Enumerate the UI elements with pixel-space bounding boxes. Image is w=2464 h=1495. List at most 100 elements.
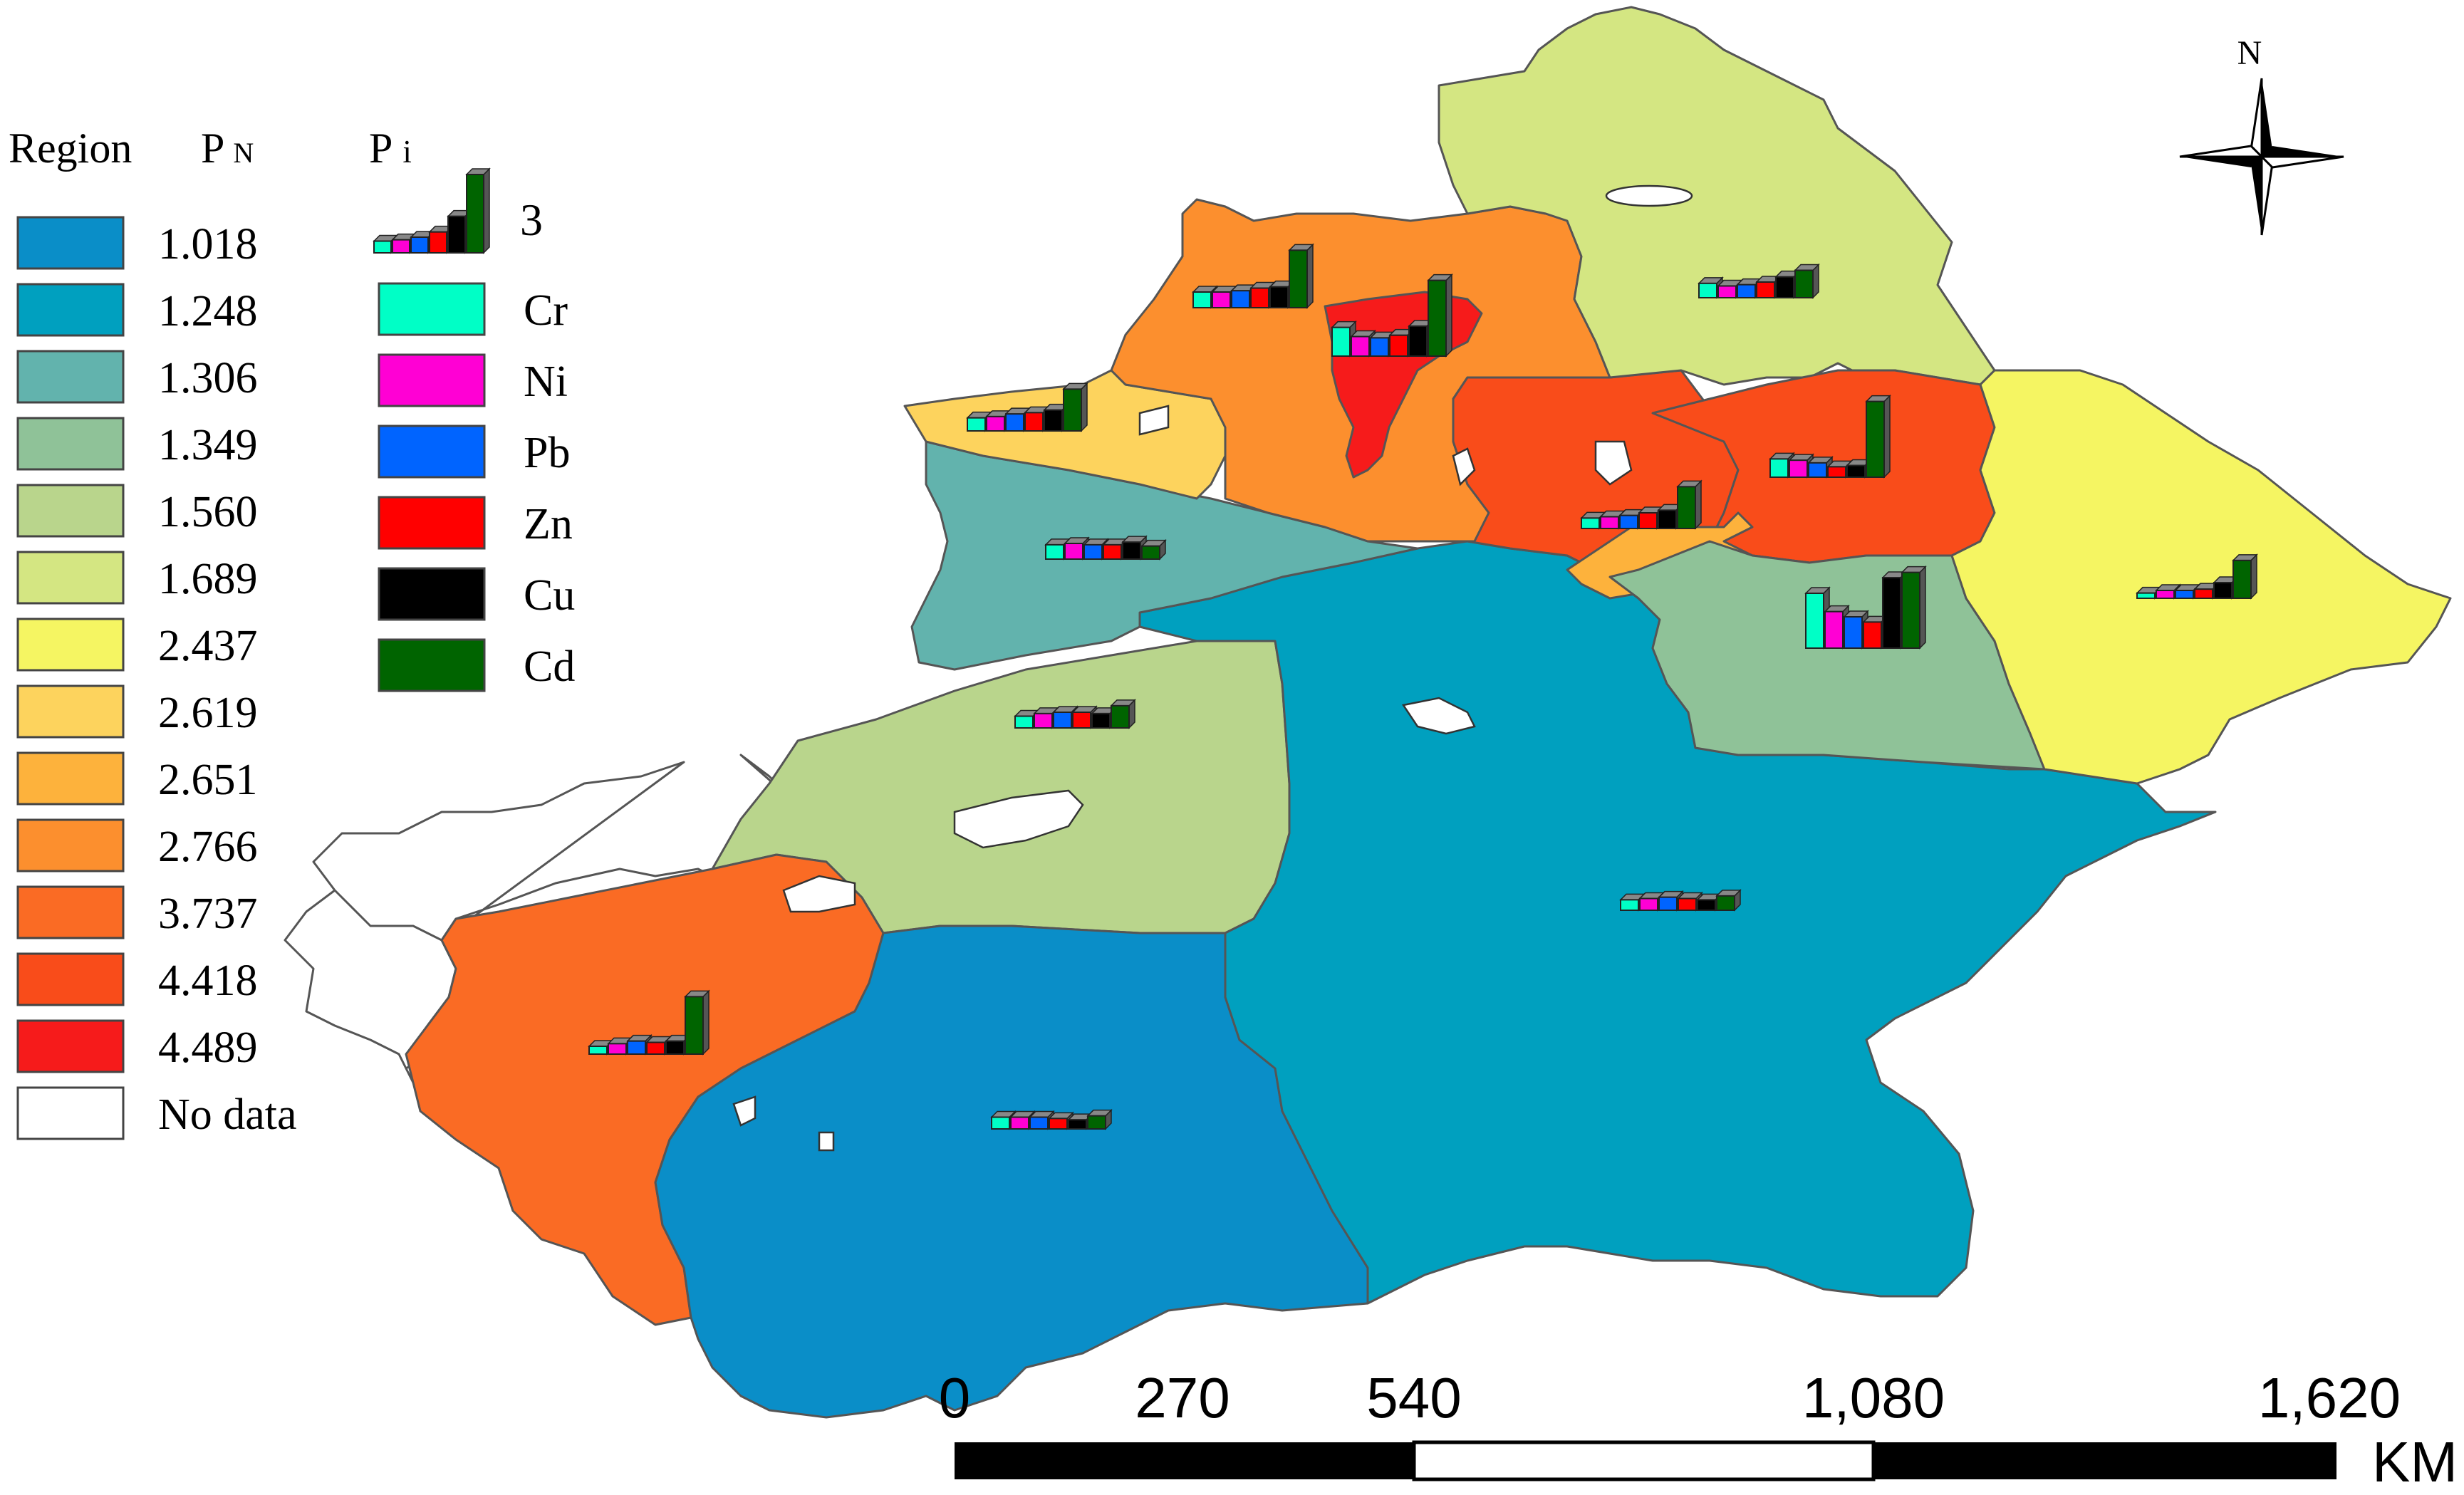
region-1.306 bbox=[910, 440, 1419, 671]
pi-chart-north-west-2.619 bbox=[966, 382, 1088, 432]
legend-value-7: 2.619 bbox=[158, 689, 258, 737]
pi-charts bbox=[588, 243, 2258, 1130]
legend-value-1: 1.248 bbox=[158, 287, 258, 335]
pi-bar-north-center-4.489-cd bbox=[1427, 273, 1453, 358]
legend-swatch-11 bbox=[16, 952, 125, 1006]
legend-swatch-0 bbox=[16, 216, 125, 270]
legend-value-13: No data bbox=[158, 1090, 297, 1139]
legend-value-12: 4.489 bbox=[158, 1023, 258, 1072]
pi-chart-south-1.018 bbox=[990, 1108, 1113, 1130]
scale-bar-segment-1 bbox=[955, 1442, 1414, 1479]
scale-bar: 0 270 540 1,080 1,620 KM bbox=[939, 1366, 2458, 1494]
scale-unit: KM bbox=[2372, 1430, 2458, 1494]
pi-bar-north-west-2.619-cu bbox=[1043, 402, 1069, 432]
pi-bar-north-west-2.619-cd bbox=[1062, 382, 1088, 432]
pi-chart-west-1.560 bbox=[1014, 699, 1136, 729]
scale-tick-4: 1,620 bbox=[2258, 1366, 2401, 1429]
lake-6 bbox=[818, 1131, 835, 1152]
north-arrow-west-point-light bbox=[2179, 145, 2265, 158]
pi-bar-north-2.766-cd bbox=[1288, 243, 1314, 309]
legend-value-2: 1.306 bbox=[158, 354, 258, 402]
legend-value-11: 4.418 bbox=[158, 957, 258, 1005]
legend-metal-swatch-cd bbox=[378, 638, 486, 692]
pi-bar-center-1.349-cd bbox=[1901, 565, 1927, 650]
north-arrow-east-point-light bbox=[2259, 155, 2344, 169]
map-regions bbox=[284, 6, 2452, 1419]
legend-pi-sample-chart bbox=[373, 167, 491, 254]
legend-pi-sample-bar-cd bbox=[465, 167, 491, 254]
pi-bar-west-1.306-cd bbox=[1140, 538, 1167, 561]
pi-bar-east-2.437-cd bbox=[2232, 553, 2258, 600]
pi-chart-south-west-3.737 bbox=[588, 989, 710, 1056]
legend-metal-swatch-cu bbox=[378, 567, 486, 621]
lake-2 bbox=[953, 789, 1084, 849]
north-arrow-south-point bbox=[2260, 155, 2274, 236]
lake-5 bbox=[732, 1095, 757, 1127]
pi-bar-west-1.306-ni bbox=[1064, 536, 1090, 561]
scale-bar-segment-2 bbox=[1412, 1440, 1876, 1481]
legend-region-heading: Region bbox=[9, 125, 132, 172]
legend-metal-label-zn: Zn bbox=[524, 500, 573, 548]
legend-metal-label-ni: Ni bbox=[524, 358, 568, 406]
pi-bar-north-east-1.689-cd bbox=[1794, 263, 1820, 299]
legend-swatch-7 bbox=[16, 684, 125, 739]
legend-swatch-4 bbox=[16, 484, 125, 538]
legend-swatch-5 bbox=[16, 551, 125, 605]
pi-bar-center-north-4.418-cd bbox=[1865, 394, 1891, 479]
north-arrow-label: N bbox=[2237, 34, 2262, 72]
pi-chart-north-center-4.489 bbox=[1331, 273, 1453, 358]
north-arrow-north-point bbox=[2262, 78, 2272, 157]
pi-chart-north-east-1.689 bbox=[1698, 263, 1820, 299]
legend-swatch-13 bbox=[16, 1086, 125, 1140]
north-arrow-east-point bbox=[2262, 146, 2344, 157]
legend-swatch-3 bbox=[16, 417, 125, 471]
legend-swatch-8 bbox=[16, 751, 125, 806]
lake-1 bbox=[1605, 184, 1693, 207]
pi-chart-south-1.248 bbox=[1619, 889, 1742, 912]
north-arrow-south-point-dark bbox=[2251, 157, 2262, 235]
lake-8 bbox=[1594, 440, 1633, 486]
pi-chart-center-north-4.418 bbox=[1769, 394, 1891, 479]
legend-value-3: 1.349 bbox=[158, 421, 258, 469]
legend-swatch-9 bbox=[16, 818, 125, 872]
scale-tick-0: 0 bbox=[939, 1366, 971, 1429]
legend-metal-label-cr: Cr bbox=[524, 286, 568, 335]
legend-value-9: 2.766 bbox=[158, 823, 258, 871]
legend-metals: Cr Ni Pb Zn Cu Cd bbox=[378, 282, 575, 692]
legend-metal-label-cu: Cu bbox=[524, 571, 575, 620]
legend-value-8: 2.651 bbox=[158, 756, 258, 804]
pi-chart-center-north-2.651 bbox=[1580, 479, 1703, 530]
scale-tick-3: 1,080 bbox=[1802, 1366, 1945, 1429]
legend-swatch-1 bbox=[16, 283, 125, 337]
legend-value-6: 2.437 bbox=[158, 622, 258, 670]
map-lakes bbox=[732, 184, 1693, 1152]
legend-metal-swatch-ni bbox=[378, 353, 486, 407]
north-arrow: N bbox=[2179, 34, 2344, 236]
scale-tick-2: 540 bbox=[1366, 1366, 1461, 1429]
legend-value-0: 1.018 bbox=[158, 220, 258, 269]
pi-bar-center-north-2.651-cd bbox=[1676, 479, 1703, 530]
legend-metal-swatch-pb bbox=[378, 424, 486, 479]
legend-metal-swatch-zn bbox=[378, 496, 486, 550]
legend-value-10: 3.737 bbox=[158, 890, 258, 938]
legend-swatch-2 bbox=[16, 350, 125, 404]
legend-metal-swatch-cr bbox=[378, 282, 486, 336]
legend-swatch-6 bbox=[16, 618, 125, 672]
legend-swatch-10 bbox=[16, 885, 125, 939]
lake-3 bbox=[1401, 697, 1476, 735]
pi-bar-south-west-3.737-cd bbox=[684, 989, 710, 1056]
legend-pi-scale-value: 3 bbox=[520, 194, 543, 245]
legend-metal-label-pb: Pb bbox=[524, 429, 570, 477]
north-arrow-west-point bbox=[2180, 157, 2262, 167]
region-2.437 bbox=[1950, 369, 2452, 785]
legend-classes: 1.018 1.248 1.306 1.349 1.560 1.689 2.437 2.619… bbox=[16, 216, 297, 1140]
pi-bar-south-1.018-cd bbox=[1086, 1108, 1113, 1130]
scale-tick-1: 270 bbox=[1135, 1366, 1230, 1429]
legend-swatch-12 bbox=[16, 1019, 125, 1073]
legend-metal-label-cd: Cd bbox=[524, 642, 575, 691]
pi-chart-center-1.349 bbox=[1804, 565, 1927, 650]
